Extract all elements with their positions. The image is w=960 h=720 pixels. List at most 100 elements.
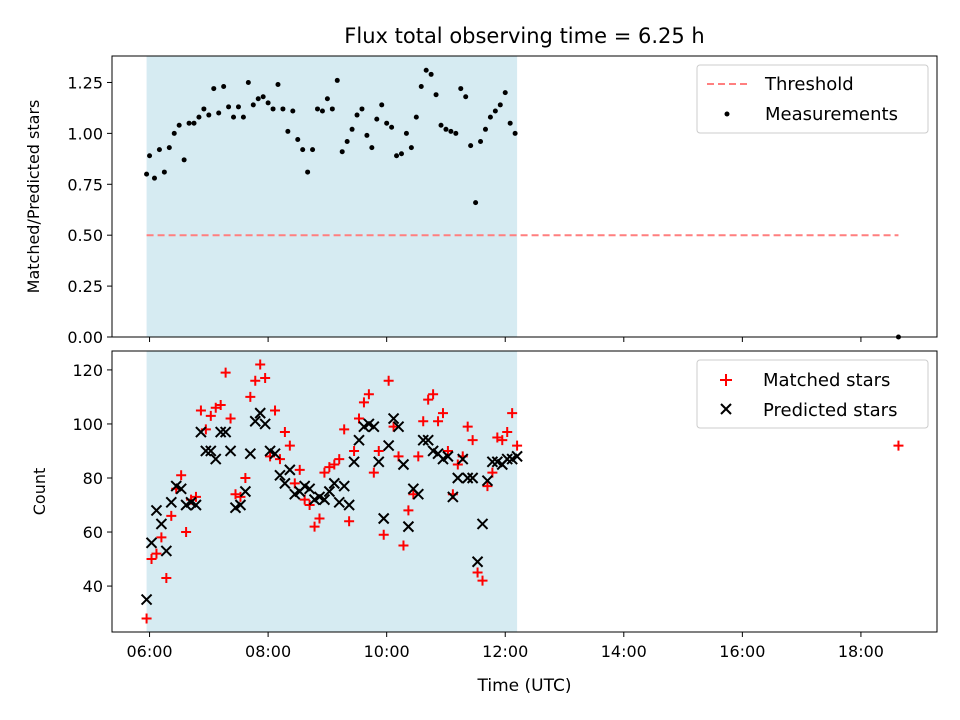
bottom-series-0-point-60 xyxy=(437,408,448,419)
bottom-series-1-point-70 xyxy=(486,456,499,468)
top-y-tick-label-4: 1.00 xyxy=(67,124,103,143)
bottom-series-1-point-5 xyxy=(165,496,177,509)
bottom-series-1-point-53 xyxy=(402,520,415,533)
bottom-series-0-point-11 xyxy=(195,405,206,416)
bottom-series-0-point-59 xyxy=(433,416,444,427)
top-series-0-point-40 xyxy=(339,149,345,155)
bottom-series-0-point-52 xyxy=(398,540,409,551)
top-series-0-point-48 xyxy=(379,102,385,108)
chart-title: Flux total observing time = 6.25 h xyxy=(344,24,704,48)
bottom-series-0-point-54 xyxy=(408,489,419,500)
bottom-series-1-point-43 xyxy=(353,434,365,446)
bottom-series-0-point-20 xyxy=(240,472,251,483)
x-tick-label-5: 16:00 xyxy=(719,642,765,661)
bottom-shaded-interval xyxy=(146,351,518,632)
bottom-series-1-point-65 xyxy=(461,472,474,484)
bottom-series-0-point-21 xyxy=(245,391,256,402)
bottom-series-1-point-68 xyxy=(476,518,489,530)
bottom-series-1-point-16 xyxy=(219,426,232,438)
top-series-0-point-33 xyxy=(305,169,311,175)
bottom-series-0-point-58 xyxy=(428,389,439,400)
bottom-series-1-point-47 xyxy=(373,456,385,468)
top-series-0-point-38 xyxy=(329,106,335,112)
bottom-series-0-point-16 xyxy=(220,367,231,378)
bottom-series-1-point-38 xyxy=(328,477,341,490)
top-series-0-point-73 xyxy=(502,90,508,96)
bottom-series-1-point-19 xyxy=(234,499,247,511)
legend-measurements-label: Measurements xyxy=(765,104,898,125)
bottom-series-0-point-5 xyxy=(166,510,177,521)
bottom-series-0-point-68 xyxy=(477,575,488,586)
bottom-series-0-point-17 xyxy=(225,413,236,424)
bottom-series-0-point-72 xyxy=(497,435,508,446)
bottom-panel: 06:00 08:00 10:00 12:00 14:00 16:00 18:00 40 60 8… xyxy=(30,350,938,696)
bottom-series-0-point-19 xyxy=(235,491,246,502)
bottom-series-0-point-73 xyxy=(502,427,513,438)
bottom-series-0-point-22 xyxy=(250,375,261,386)
bottom-series-0-point-35 xyxy=(314,513,325,524)
bottom-series-0-point-42 xyxy=(349,445,360,456)
top-y-tick-label-1: 0.25 xyxy=(67,277,103,296)
bottom-series-1-point-4 xyxy=(160,545,173,557)
legend-matched-label: Matched stars xyxy=(763,370,890,391)
top-series-0-point-59 xyxy=(433,92,439,98)
bottom-series-1-point-48 xyxy=(377,512,390,525)
bottom-series-0-point-74 xyxy=(507,408,518,419)
top-series-0-point-57 xyxy=(423,67,429,73)
top-series-0-point-23 xyxy=(255,96,261,102)
top-series-0-point-0 xyxy=(144,171,150,177)
top-series-0-point-15 xyxy=(216,110,222,116)
bottom-series-0-point-10 xyxy=(190,491,201,502)
bottom-series-0-point-38 xyxy=(329,459,340,470)
bottom-series-1-point-56 xyxy=(417,434,429,446)
top-series-0-point-66 xyxy=(468,143,474,149)
bottom-series-1-point-39 xyxy=(333,496,345,509)
bottom-series-1-point-69 xyxy=(481,474,494,487)
top-y-tick-label-3: 0.75 xyxy=(67,175,103,194)
bottom-series-0-point-26 xyxy=(270,405,281,416)
bottom-series-0-point-31 xyxy=(294,464,305,475)
top-series-0-point-27 xyxy=(275,82,281,88)
top-series-0-point-8 xyxy=(181,157,187,163)
bottom-series-1-point-27 xyxy=(274,469,286,481)
top-series-0-point-12 xyxy=(201,106,207,112)
top-axes-frame xyxy=(111,55,938,338)
top-series-0-point-4 xyxy=(161,169,167,175)
bottom-series-1-point-73 xyxy=(501,453,513,465)
bottom-series-0-point-44 xyxy=(358,397,369,408)
bottom-series-0-point-7 xyxy=(176,470,187,481)
bottom-series-0-point-50 xyxy=(388,421,399,432)
bottom-series-1-point-52 xyxy=(397,458,410,471)
bottom-series-1-point-36 xyxy=(318,493,331,506)
top-series-0-point-9 xyxy=(186,120,192,126)
bottom-series-1-point-51 xyxy=(392,420,405,433)
top-series-0-point-7 xyxy=(176,122,182,128)
top-series-0-point-3 xyxy=(156,147,162,153)
legend-predicted-label: Predicted stars xyxy=(763,400,897,421)
top-series-0-point-13 xyxy=(206,112,212,118)
bottom-series-0-point-24 xyxy=(260,373,271,384)
bottom-y-tick-label-3: 100 xyxy=(72,415,103,434)
bottom-series-1-point-50 xyxy=(387,412,400,425)
top-series-0-point-14 xyxy=(211,86,217,92)
bottom-series-1-point-24 xyxy=(259,418,271,430)
top-series-0-point-6 xyxy=(171,130,177,136)
bottom-series-1-point-37 xyxy=(323,485,336,498)
bottom-series-1-point-75 xyxy=(511,450,523,463)
legend-threshold-label: Threshold xyxy=(764,74,854,95)
bottom-series-0-point-75 xyxy=(512,440,523,451)
bottom-series-1-point-62 xyxy=(447,491,459,503)
bottom-series-1-point-40 xyxy=(338,480,350,492)
bottom-series-1-point-12 xyxy=(200,445,212,457)
top-series-0-point-26 xyxy=(270,106,276,112)
bottom-series-0-point-27 xyxy=(274,454,285,465)
top-series-0-point-30 xyxy=(290,108,296,114)
bottom-series-1-point-22 xyxy=(249,415,261,427)
bottom-series-1-point-49 xyxy=(382,439,395,452)
bottom-series-0-point-39 xyxy=(334,454,345,465)
top-series-0-point-45 xyxy=(364,132,370,138)
bottom-series-0-point-49 xyxy=(383,375,394,386)
top-series-0-point-65 xyxy=(463,94,469,100)
top-series-0-point-61 xyxy=(443,126,449,132)
